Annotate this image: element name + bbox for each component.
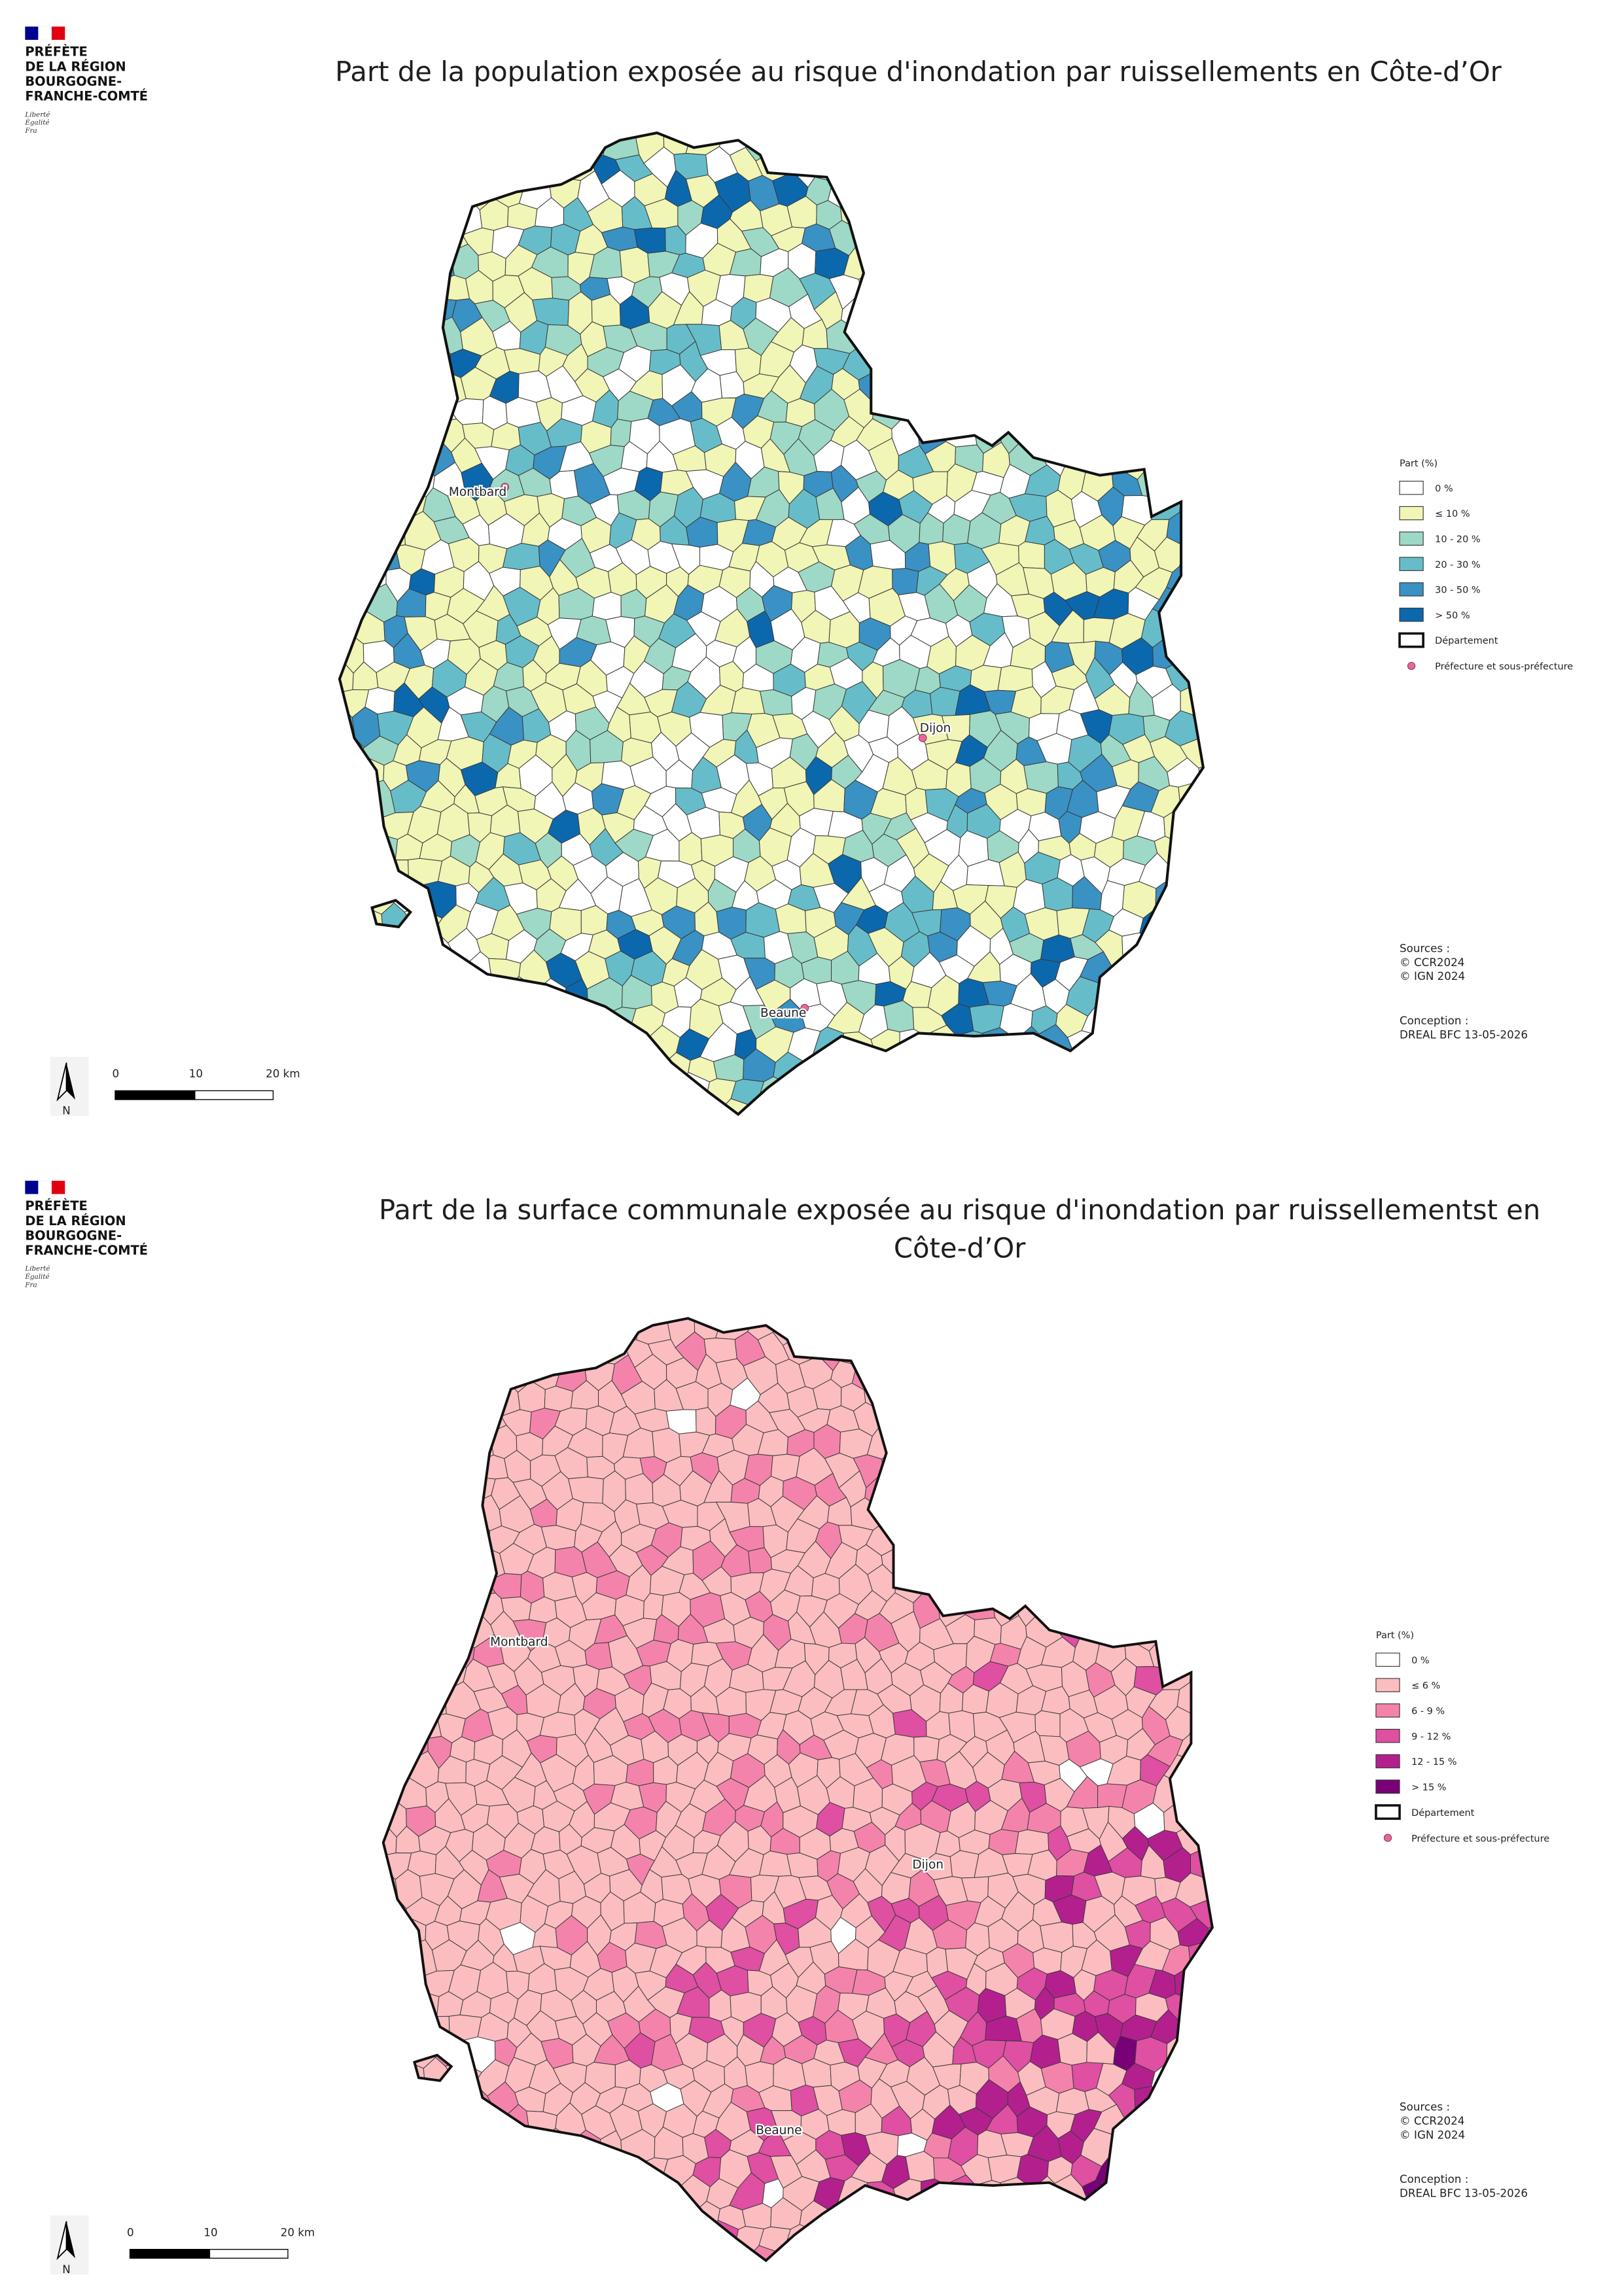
scale-bar [129, 2249, 211, 2259]
logo-text: DE LA RÉGION [25, 1213, 126, 1228]
logo-text: PRÉFÈTE [25, 44, 87, 60]
legend-swatch [1375, 1652, 1400, 1667]
scale-label: 0 [127, 2226, 134, 2238]
logo-motto: Fra [24, 127, 37, 135]
north-label: N [62, 1105, 70, 1117]
legend-label: 12 - 15 % [1411, 1757, 1456, 1767]
legend-label: 0 % [1435, 483, 1453, 494]
scale-label: 20 km [281, 2226, 315, 2238]
logo-text: BOURGOGNE- [25, 74, 122, 89]
legend-label: 9 - 12 % [1411, 1731, 1451, 1742]
scale-bar [115, 1090, 196, 1100]
logo-text: DE LA RÉGION [25, 59, 126, 74]
logo-flag [25, 26, 65, 41]
scale-label: 10 [203, 2226, 217, 2238]
communes [339, 133, 1203, 1115]
legend-symbol [1407, 661, 1416, 670]
logo-flag [25, 1180, 65, 1194]
legend-label: Préfecture et sous-préfecture [1435, 662, 1573, 672]
prefecture-dot [800, 1003, 809, 1013]
map-title: Part de la surface communale exposée au … [379, 1194, 1540, 1226]
logo-motto: Fra [24, 1281, 37, 1289]
legend-title: Part (%) [1400, 459, 1438, 469]
north-arrow [66, 1062, 76, 1100]
logo-motto: Liberté [24, 111, 50, 118]
legend-swatch [1375, 1728, 1400, 1743]
department-outline [381, 1317, 1214, 2263]
conception-text: DREAL BFC 13-05-2026 [1400, 2187, 1528, 2200]
conception-text: DREAL BFC 13-05-2026 [1400, 1028, 1528, 1041]
city-label: Montbard [490, 1635, 548, 1649]
legend-swatch [1375, 1754, 1400, 1769]
legend-label: > 50 % [1435, 610, 1470, 621]
legend-title: Part (%) [1376, 1631, 1414, 1641]
legend-swatch [1375, 1804, 1401, 1820]
logo-text: BOURGOGNE- [25, 1228, 122, 1243]
legend-label: 20 - 30 % [1435, 560, 1480, 570]
city-label: Beaune [756, 2124, 802, 2138]
source-text: © IGN 2024 [1400, 970, 1465, 983]
legend-label: Département [1411, 1808, 1475, 1818]
city-label: Beaune [760, 1007, 806, 1020]
legend-swatch [1375, 1678, 1400, 1692]
legend-label: 0 % [1411, 1656, 1430, 1666]
source-text: © IGN 2024 [1400, 2129, 1465, 2141]
legend-swatch [1399, 557, 1424, 571]
legend-swatch [1398, 632, 1424, 648]
legend-label: > 15 % [1411, 1783, 1446, 1793]
communes [383, 1318, 1212, 2261]
legend-swatch [1375, 1703, 1400, 1718]
city-label: Dijon [912, 1858, 944, 1872]
logo-motto: Égalité [24, 118, 49, 127]
map-title: Côte-d’Or [894, 1232, 1026, 1264]
source-text: Sources : [1400, 942, 1450, 954]
city-label: Montbard [449, 485, 506, 499]
source-text: © CCR2024 [1400, 2115, 1464, 2127]
north-label: N [62, 2263, 70, 2276]
conception-text: Conception : [1400, 1015, 1468, 1027]
scale-bar [194, 1090, 274, 1100]
legend-swatch [1375, 1779, 1400, 1794]
legend-label: 6 - 9 % [1411, 1707, 1445, 1717]
legend-label: 30 - 50 % [1435, 585, 1480, 596]
map-title: Part de la population exposée au risque … [335, 56, 1502, 88]
map [338, 131, 1205, 1117]
logo-motto: Liberté [24, 1265, 50, 1273]
city-label: Dijon [920, 722, 951, 735]
logo-text: FRANCHE-COMTÉ [25, 88, 148, 103]
legend-swatch [1399, 608, 1424, 622]
scale-label: 20 km [266, 1068, 300, 1080]
north-arrow [66, 2221, 76, 2259]
prefecture-dot [918, 733, 927, 742]
legend-label: Département [1435, 636, 1498, 646]
legend-label: Préfecture et sous-préfecture [1411, 1834, 1549, 1844]
conception-text: Conception : [1400, 2173, 1468, 2185]
legend-swatch [1399, 582, 1424, 597]
logo-text: PRÉFÈTE [25, 1198, 87, 1213]
scale-label: 0 [112, 1068, 119, 1080]
legend-swatch [1399, 481, 1424, 495]
legend-label: ≤ 6 % [1411, 1681, 1440, 1692]
prefecture-dot [501, 483, 509, 491]
legend-symbol [1383, 1834, 1392, 1842]
legend-label: ≤ 10 % [1435, 509, 1470, 519]
legend-label: 10 - 20 % [1435, 534, 1480, 545]
map [381, 1317, 1214, 2263]
legend-swatch [1399, 531, 1424, 546]
source-text: © CCR2024 [1400, 956, 1464, 969]
scale-label: 10 [189, 1068, 203, 1080]
department-outline [338, 131, 1205, 1117]
logo-motto: Égalité [24, 1272, 49, 1281]
scale-bar [209, 2249, 289, 2259]
legend-swatch [1399, 506, 1424, 521]
source-text: Sources : [1400, 2101, 1450, 2113]
logo-text: FRANCHE-COMTÉ [25, 1243, 148, 1258]
